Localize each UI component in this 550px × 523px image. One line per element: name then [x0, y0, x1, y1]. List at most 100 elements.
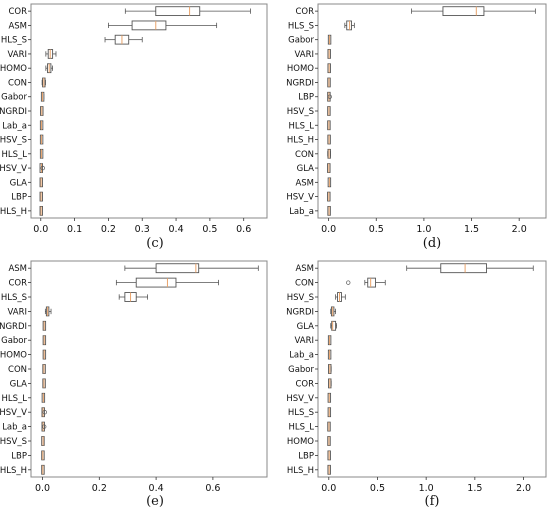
y-category-label: GLA	[10, 379, 28, 389]
y-category-label: Lab_a	[289, 207, 314, 217]
panel-caption: (d)	[423, 236, 441, 251]
plot-frame	[30, 260, 268, 478]
box-hls-h	[327, 464, 331, 475]
x-tick-label: 0.4	[169, 224, 184, 235]
box-homo	[327, 63, 331, 74]
y-category-label: Gabor	[1, 336, 27, 346]
y-category-label: VARI	[295, 50, 315, 60]
box-gabor	[327, 34, 332, 45]
y-category-label: LBP	[298, 93, 314, 103]
box-asm	[406, 263, 534, 274]
y-category-label: Lab_a	[2, 423, 27, 433]
y-category-label: HLS_S	[288, 21, 314, 31]
y-category-label: HSV_V	[286, 193, 314, 203]
box-hsv-v	[39, 163, 45, 173]
x-tick-label: 0.6	[205, 483, 220, 494]
box-lbp	[327, 450, 331, 461]
boxplot-panel-e: 0.0 0.2 0.4 0.6 ASM COR HLS_S VARI NGRDI Gabor HOM…	[0, 260, 268, 509]
box-asm	[108, 20, 218, 31]
box-con	[327, 148, 331, 159]
box-hls-l	[327, 421, 331, 432]
y-category-label: HOMO	[0, 351, 27, 361]
box-ngrdi	[330, 306, 337, 317]
box-con	[41, 77, 46, 88]
box-con	[42, 364, 46, 374]
box-homo	[42, 349, 47, 360]
y-category-label: GLA	[10, 178, 28, 188]
plot-frame	[30, 3, 268, 219]
y-category-label: HSV_S	[287, 107, 314, 117]
box-asm	[124, 263, 259, 274]
x-tick-label: 0.0	[35, 483, 50, 494]
box-hls-l	[327, 120, 331, 131]
panel-caption: (c)	[146, 236, 163, 251]
x-tick-label: 0.5	[369, 224, 384, 235]
y-category-label: CON	[295, 279, 314, 289]
box-gla	[327, 163, 331, 173]
y-category-label: NGRDI	[286, 78, 314, 88]
x-tick-label: 1.5	[467, 483, 482, 494]
y-category-label: VARI	[8, 307, 28, 317]
box-hls-l	[41, 392, 46, 403]
box-hls-s	[344, 20, 355, 31]
y-category-label: HSV_S	[287, 293, 314, 303]
box-cor	[411, 6, 536, 17]
x-tick-label: 0.3	[135, 224, 150, 235]
y-category-label: ASM	[295, 264, 314, 274]
box-hls-h	[41, 464, 45, 475]
x-tick-label: 1.0	[419, 483, 434, 494]
box-ngrdi	[42, 320, 47, 331]
box-hls-h	[39, 205, 43, 216]
iqr-box	[442, 6, 485, 17]
x-tick-label: 0.6	[236, 224, 251, 235]
box-hsv-s	[327, 106, 331, 116]
panel-caption: (f)	[425, 494, 440, 509]
box-vari	[44, 306, 52, 317]
y-category-label: HLS_H	[287, 136, 314, 146]
y-category-label: Lab_a	[2, 121, 27, 131]
box-hsv-s	[39, 134, 44, 145]
box-hls-l	[39, 148, 44, 159]
y-category-label: COR	[8, 7, 27, 17]
y-category-label: HSV_V	[0, 164, 27, 174]
y-category-label: Gabor	[1, 93, 27, 103]
y-category-label: HLS_L	[1, 150, 27, 160]
box-cor	[124, 6, 251, 17]
box-lbp	[41, 450, 45, 461]
x-tick-label: 0.5	[202, 224, 217, 235]
boxplot-panel-c: 0.0 0.1 0.2 0.3 0.4 0.5 0.6 COR ASM HLS_S VARI HOMO…	[0, 3, 268, 251]
x-tick-label: 2.0	[516, 483, 531, 494]
box-gla	[42, 378, 46, 389]
x-tick-label: 0.2	[101, 224, 116, 235]
box-hls-s	[104, 34, 143, 45]
box-gla	[330, 320, 337, 331]
y-category-label: HSV_S	[0, 437, 27, 447]
y-category-label: Gabor	[288, 36, 314, 46]
y-category-label: VARI	[295, 336, 315, 346]
box-cor	[328, 378, 332, 389]
box-lab-a	[39, 120, 44, 131]
box-homo	[327, 436, 331, 446]
y-category-label: LBP	[11, 193, 27, 203]
box-hsv-v	[41, 407, 47, 418]
box-hsv-s	[335, 292, 346, 302]
y-category-label: ASM	[295, 178, 314, 188]
box-lab-a	[41, 421, 47, 432]
x-tick-label: 0.5	[370, 483, 385, 494]
box-hls-s	[327, 407, 332, 418]
iqr-box	[367, 277, 376, 288]
box-lbp	[39, 191, 43, 202]
iqr-box	[131, 20, 167, 31]
x-tick-label: 0.4	[149, 483, 164, 494]
x-tick-label: 0.0	[321, 483, 336, 494]
x-tick-label: 0.2	[92, 483, 107, 494]
plot-frame	[317, 3, 547, 219]
box-lab-a	[327, 205, 331, 216]
box-asm	[327, 177, 332, 188]
y-category-label: HLS_S	[1, 293, 27, 303]
x-tick-label: 0.1	[67, 224, 82, 235]
y-category-label: LBP	[11, 451, 27, 461]
plot-frame	[317, 260, 547, 478]
